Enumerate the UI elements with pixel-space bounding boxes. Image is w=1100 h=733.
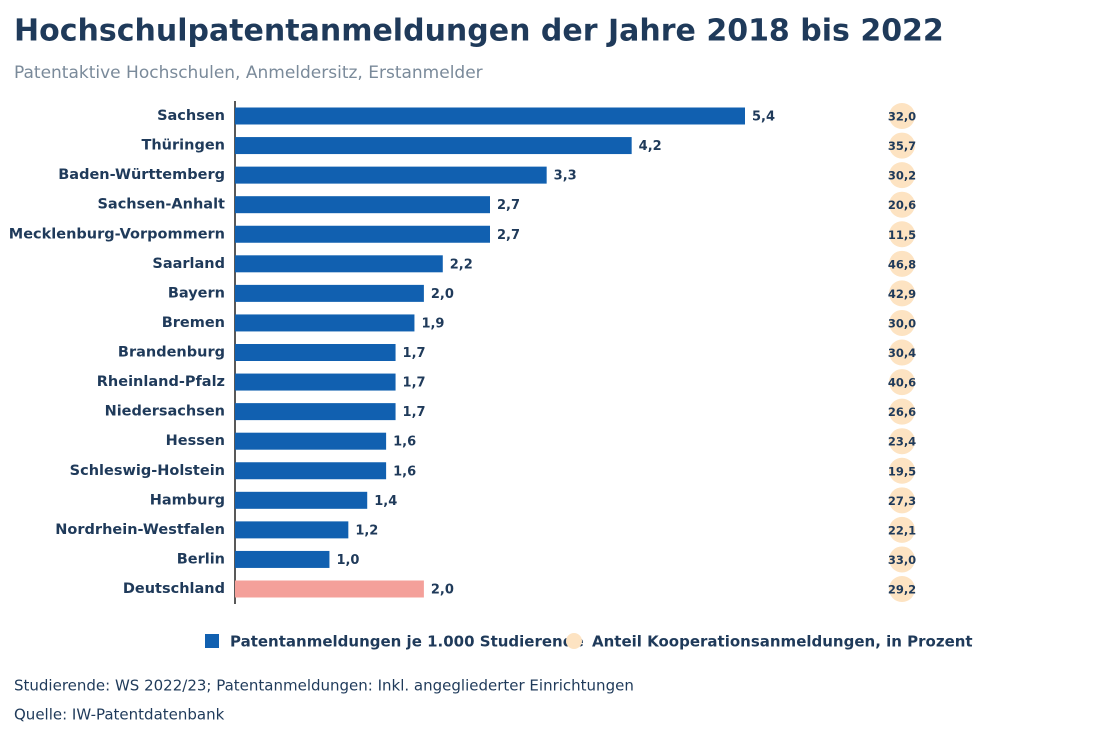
share-label: 27,3 bbox=[888, 494, 916, 508]
share-label: 23,4 bbox=[888, 435, 916, 449]
y-tick-label: Thüringen bbox=[141, 138, 225, 154]
data-label: 2,7 bbox=[497, 198, 520, 213]
bar bbox=[235, 314, 415, 332]
data-label: 2,0 bbox=[431, 287, 454, 302]
share-marker bbox=[889, 339, 915, 366]
bar bbox=[235, 462, 387, 480]
legend-label: Anteil Kooperationsanmeldungen, in Proze… bbox=[592, 633, 973, 651]
share-marker bbox=[889, 280, 915, 307]
share-marker bbox=[889, 516, 915, 543]
y-tick-label: Nordrhein-Westfalen bbox=[55, 522, 225, 538]
share-marker bbox=[889, 369, 915, 396]
share-marker bbox=[889, 132, 915, 159]
y-tick-label: Bremen bbox=[162, 315, 225, 331]
data-label: 2,0 bbox=[431, 583, 454, 598]
y-tick-label: Mecklenburg-Vorpommern bbox=[9, 226, 225, 242]
share-marker bbox=[889, 221, 915, 248]
share-marker bbox=[889, 250, 915, 277]
y-tick-label: Baden-Württemberg bbox=[58, 167, 225, 183]
y-tick-label: Saarland bbox=[152, 256, 225, 272]
share-marker bbox=[889, 576, 915, 602]
bar bbox=[235, 491, 368, 509]
share-label: 42,9 bbox=[888, 287, 916, 301]
data-label: 1,2 bbox=[355, 523, 378, 538]
share-marker bbox=[889, 398, 915, 425]
share-marker bbox=[889, 309, 915, 336]
bar bbox=[235, 373, 396, 391]
bar bbox=[235, 107, 745, 125]
share-label: 30,2 bbox=[888, 169, 916, 183]
source: Quelle: IW-Patentdatenbank bbox=[14, 706, 225, 724]
share-label: 32,0 bbox=[888, 110, 916, 124]
data-label: 1,4 bbox=[374, 494, 397, 509]
data-label: 1,6 bbox=[393, 435, 416, 450]
bar bbox=[235, 255, 443, 273]
y-tick-label: Berlin bbox=[177, 551, 225, 567]
bar bbox=[235, 137, 632, 155]
share-label: 20,6 bbox=[888, 198, 916, 212]
share-label: 46,8 bbox=[888, 257, 916, 271]
share-marker bbox=[889, 487, 915, 514]
share-label: 40,6 bbox=[888, 376, 916, 390]
bar bbox=[235, 166, 547, 184]
share-label: 30,0 bbox=[888, 316, 916, 330]
bar bbox=[235, 432, 387, 450]
data-label: 1,7 bbox=[403, 346, 426, 361]
y-tick-label: Rheinland-Pfalz bbox=[97, 374, 225, 390]
bar bbox=[235, 225, 490, 243]
share-marker bbox=[889, 162, 915, 189]
share-label: 11,5 bbox=[888, 228, 916, 242]
y-tick-label: Sachsen-Anhalt bbox=[97, 197, 225, 213]
y-tick-label: Bayern bbox=[168, 285, 225, 301]
y-tick-label: Sachsen bbox=[157, 108, 225, 124]
chart-title: Hochschulpatentanmeldungen der Jahre 201… bbox=[14, 14, 944, 49]
y-tick-label: Schleswig-Holstein bbox=[70, 463, 225, 479]
legend-swatch bbox=[566, 633, 582, 649]
data-label: 1,7 bbox=[403, 376, 426, 391]
data-label: 5,4 bbox=[752, 110, 775, 125]
share-label: 22,1 bbox=[888, 523, 916, 537]
data-label: 1,9 bbox=[421, 316, 444, 331]
data-label: 4,2 bbox=[639, 139, 662, 154]
share-marker bbox=[889, 546, 915, 573]
data-label: 2,7 bbox=[497, 228, 520, 243]
chart-subtitle: Patentaktive Hochschulen, Anmeldersitz, … bbox=[14, 63, 483, 83]
bar bbox=[235, 580, 424, 598]
share-label: 29,2 bbox=[888, 583, 916, 597]
y-tick-label: Deutschland bbox=[123, 581, 225, 597]
y-tick-label: Niedersachsen bbox=[105, 404, 225, 420]
bar bbox=[235, 344, 396, 361]
note: Studierende: WS 2022/23; Patentanmeldung… bbox=[14, 677, 634, 695]
bar bbox=[235, 521, 349, 539]
data-label: 2,2 bbox=[450, 257, 473, 272]
bar bbox=[235, 196, 490, 214]
share-label: 33,0 bbox=[888, 553, 916, 567]
share-label: 26,6 bbox=[888, 405, 916, 419]
share-marker bbox=[889, 428, 915, 455]
data-label: 1,6 bbox=[393, 464, 416, 479]
data-label: 3,3 bbox=[554, 169, 577, 184]
y-tick-label: Brandenburg bbox=[118, 345, 225, 361]
legend-label: Patentanmeldungen je 1.000 Studierende bbox=[230, 633, 584, 651]
bar bbox=[235, 403, 396, 421]
share-marker bbox=[889, 191, 915, 218]
legend-swatch bbox=[205, 634, 219, 648]
data-label: 1,0 bbox=[336, 553, 359, 568]
share-label: 35,7 bbox=[888, 139, 916, 153]
y-tick-label: Hamburg bbox=[150, 492, 225, 508]
share-label: 30,4 bbox=[888, 346, 916, 360]
share-label: 19,5 bbox=[888, 464, 916, 478]
bar bbox=[235, 550, 330, 568]
bar bbox=[235, 284, 424, 302]
share-marker bbox=[889, 103, 915, 129]
y-tick-label: Hessen bbox=[166, 433, 225, 449]
data-label: 1,7 bbox=[403, 405, 426, 420]
share-marker bbox=[889, 457, 915, 484]
